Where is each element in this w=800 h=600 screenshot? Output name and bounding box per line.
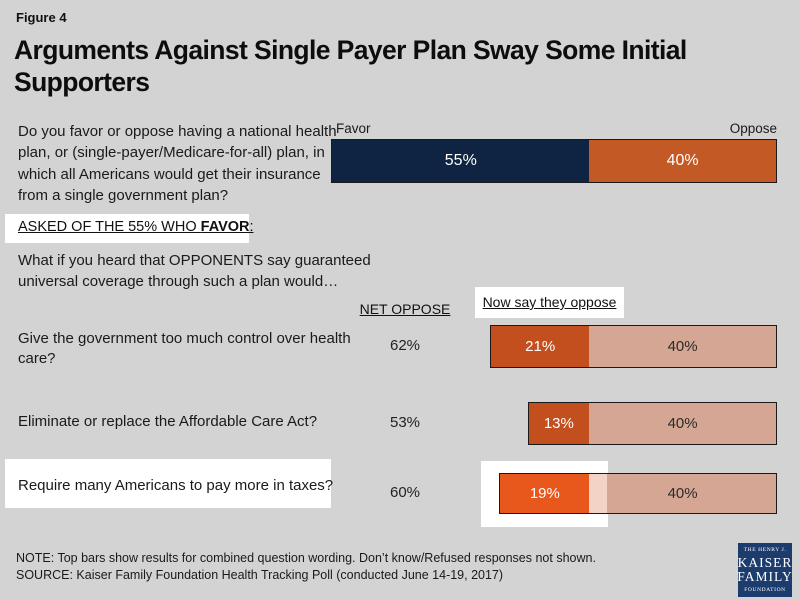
now-oppose-segment: 21% — [491, 326, 590, 367]
now-oppose-segment-highlighted: 19% — [500, 474, 590, 513]
asked-of-prefix: ASKED OF THE 55% WHO — [18, 219, 201, 235]
now-oppose-value: 21% — [525, 338, 556, 355]
row-bar-replace-aca: 13% 40% — [527, 402, 777, 445]
asked-of-highlight-box — [5, 214, 249, 243]
row-net-value: 60% — [389, 484, 421, 501]
figure-number: Figure 4 — [16, 10, 67, 25]
row-net-value: 62% — [389, 337, 421, 354]
net-oppose-column-header: NET OPPOSE — [359, 301, 451, 317]
oppose-value: 40% — [666, 152, 699, 169]
page-title: Arguments Against Single Payer Plan Sway… — [14, 35, 687, 98]
now-oppose-value: 19% — [529, 485, 560, 502]
now-oppose-value: 13% — [543, 415, 574, 432]
asked-of-favor-bold: FAVOR — [200, 219, 250, 235]
row-bar-pay-more-taxes: 19% 40% — [499, 473, 777, 514]
logo-line-foundation: FOUNDATION — [744, 587, 786, 594]
now-say-column-header: Now say they oppose — [482, 294, 617, 310]
favor-bar-segment: 55% — [332, 140, 590, 182]
row-net-value: 53% — [389, 414, 421, 431]
initial-oppose-segment: 40% — [589, 326, 776, 367]
note-text: NOTE: Top bars show results for combined… — [16, 551, 596, 565]
oppose-bar-segment: 40% — [589, 140, 776, 182]
logo-line-henry-j: THE HENRY J. — [743, 546, 787, 553]
initial-oppose-value: 40% — [667, 485, 698, 502]
favor-axis-label: Favor — [336, 121, 371, 136]
initial-oppose-value: 40% — [667, 338, 698, 355]
initial-oppose-segment: 40% — [589, 474, 776, 513]
favor-oppose-stacked-bar: 55% 40% — [331, 139, 777, 183]
asked-of-suffix: : — [249, 219, 254, 235]
logo-line-family: FAMILY — [737, 569, 793, 584]
oppose-axis-label: Oppose — [729, 121, 777, 136]
now-oppose-segment: 13% — [528, 403, 590, 444]
now-say-highlight-box — [475, 287, 624, 318]
initial-oppose-value: 40% — [667, 415, 698, 432]
row-question-government-control: Give the government too much control ove… — [18, 330, 351, 367]
kff-foundation-logo: THE HENRY J. KAISER FAMILY FOUNDATION — [737, 543, 793, 597]
initial-oppose-segment: 40% — [589, 403, 776, 444]
logo-line-kaiser: KAISER — [737, 554, 793, 570]
survey-question-text: Do you favor or oppose having a national… — [18, 123, 337, 204]
row-bar-government-control: 21% 40% — [490, 325, 777, 368]
followup-question-text: What if you heard that OPPONENTS say gua… — [18, 252, 371, 290]
asked-of-label: ASKED OF THE 55% WHO FAVOR: — [18, 219, 254, 235]
row-question-replace-aca: Eliminate or replace the Affordable Care… — [18, 413, 318, 430]
favor-value: 55% — [444, 152, 477, 169]
row-question-pay-more-taxes: Require many Americans to pay more in ta… — [18, 477, 334, 494]
taxes-row-text-highlight-box — [5, 459, 331, 508]
source-text: SOURCE: Kaiser Family Foundation Health … — [16, 568, 504, 582]
